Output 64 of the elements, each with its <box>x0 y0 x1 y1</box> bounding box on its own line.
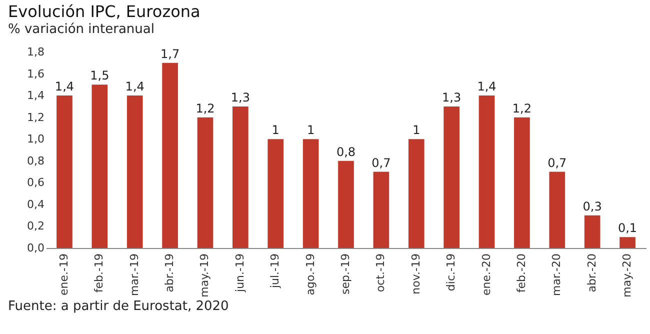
y-tick-label: 1,2 <box>27 110 44 124</box>
data-label: 0,7 <box>548 156 567 170</box>
x-tick-label: may.-19 <box>198 254 212 298</box>
data-label: 1 <box>306 123 315 138</box>
bar <box>56 96 72 248</box>
y-tick-label: 0,0 <box>27 242 44 254</box>
x-tick-label: mar.-20 <box>550 254 564 296</box>
x-tick-label: ago.-19 <box>304 254 317 296</box>
bar <box>549 172 566 248</box>
bar <box>373 172 390 248</box>
data-label: 1,3 <box>230 90 250 104</box>
bar <box>268 139 284 248</box>
data-label: 0,7 <box>372 156 391 170</box>
bar <box>232 106 248 248</box>
bar <box>478 96 495 248</box>
bar <box>584 215 600 248</box>
x-tick-label: sep.-19 <box>339 254 352 294</box>
data-label: 1,7 <box>160 46 180 61</box>
bar <box>514 117 530 248</box>
data-label: 0,8 <box>336 144 356 159</box>
y-tick-label: 1,6 <box>27 67 44 80</box>
data-label: 1,2 <box>196 101 215 116</box>
x-tick-label: feb.-19 <box>92 254 106 293</box>
y-tick-label: 1,8 <box>27 46 44 58</box>
y-tick-label: 0,4 <box>27 198 44 211</box>
data-label: 1,4 <box>125 80 144 94</box>
data-label: 1 <box>412 123 420 138</box>
bar <box>408 139 424 248</box>
x-tick-label: ene.-20 <box>480 254 493 296</box>
y-tick-label: 1,4 <box>27 89 44 102</box>
bar <box>126 96 143 248</box>
x-tick-label: abr.-20 <box>585 254 598 292</box>
data-label: 1 <box>272 123 280 138</box>
y-tick-label: 0,6 <box>27 176 44 190</box>
x-tick-label: jun.-19 <box>233 254 246 293</box>
x-tick-label: ene.-19 <box>57 254 70 296</box>
y-tick-label: 1,0 <box>27 132 44 146</box>
x-tick-label: mar.-19 <box>128 254 141 296</box>
bar <box>620 237 636 248</box>
data-label: 1,3 <box>442 90 462 104</box>
chart-title: Evolución IPC, Eurozona <box>8 2 200 21</box>
bar <box>162 62 178 248</box>
data-label: 1,4 <box>477 80 496 94</box>
x-tick-label: feb.-20 <box>514 254 528 293</box>
data-label: 1,4 <box>54 80 74 94</box>
x-tick-label: nov.-19 <box>409 254 422 294</box>
chart-subtitle: % variación interanual <box>8 22 154 37</box>
bar <box>444 106 460 248</box>
data-label: 1,5 <box>90 68 110 83</box>
x-tick-label: jul.-19 <box>268 254 282 290</box>
y-tick-label: 0,8 <box>27 154 44 168</box>
bar <box>197 117 214 248</box>
source-note: Fuente: a partir de Eurostat, 2020 <box>8 299 230 314</box>
x-tick-label: may.-20 <box>620 254 634 298</box>
y-tick-label: 0,2 <box>27 220 44 233</box>
data-label: 0,3 <box>582 199 602 214</box>
data-label: 0,1 <box>618 221 638 236</box>
x-tick-label: oct.-19 <box>374 254 388 292</box>
x-tick-label: abr.-19 <box>163 254 176 292</box>
bar <box>302 139 319 248</box>
bar <box>92 84 108 248</box>
bar <box>338 160 354 248</box>
x-tick-label: dic.-19 <box>444 254 458 292</box>
data-label: 1,2 <box>512 101 532 116</box>
